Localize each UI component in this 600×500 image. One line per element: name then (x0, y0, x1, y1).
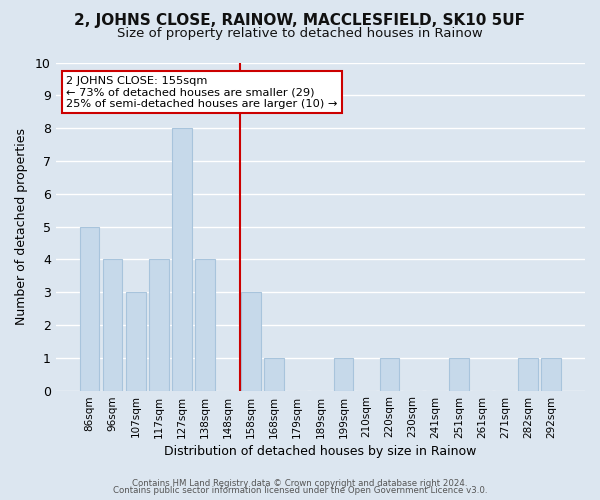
X-axis label: Distribution of detached houses by size in Rainow: Distribution of detached houses by size … (164, 444, 476, 458)
Bar (449, 358, 469, 390)
Text: Contains HM Land Registry data © Crown copyright and database right 2024.: Contains HM Land Registry data © Crown c… (132, 478, 468, 488)
Bar (126, 292, 146, 390)
Text: 2 JOHNS CLOSE: 155sqm
← 73% of detached houses are smaller (29)
25% of semi-deta: 2 JOHNS CLOSE: 155sqm ← 73% of detached … (66, 76, 338, 109)
Bar (241, 292, 261, 390)
Text: Contains public sector information licensed under the Open Government Licence v3: Contains public sector information licen… (113, 486, 487, 495)
Bar (541, 358, 561, 390)
Bar (103, 260, 122, 390)
Bar (334, 358, 353, 390)
Bar (518, 358, 538, 390)
Bar (149, 260, 169, 390)
Text: 2, JOHNS CLOSE, RAINOW, MACCLESFIELD, SK10 5UF: 2, JOHNS CLOSE, RAINOW, MACCLESFIELD, SK… (74, 12, 526, 28)
Bar (195, 260, 215, 390)
Text: Size of property relative to detached houses in Rainow: Size of property relative to detached ho… (117, 28, 483, 40)
Y-axis label: Number of detached properties: Number of detached properties (15, 128, 28, 325)
Bar (172, 128, 191, 390)
Bar (80, 226, 100, 390)
Bar (265, 358, 284, 390)
Bar (380, 358, 400, 390)
